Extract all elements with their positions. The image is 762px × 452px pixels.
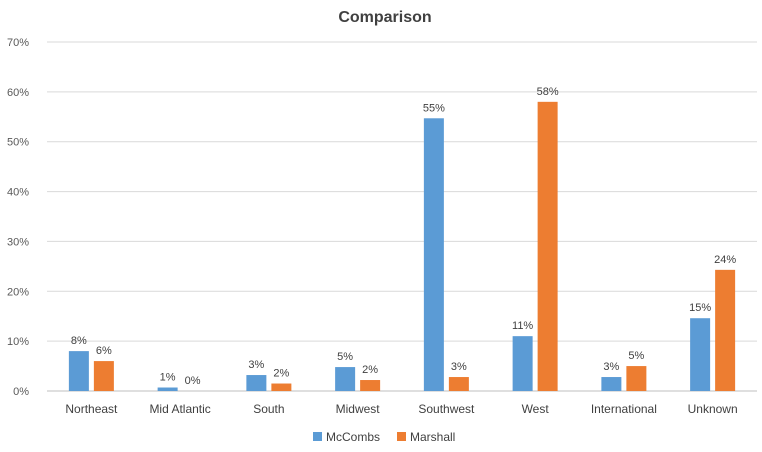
data-label: 2% (273, 368, 289, 380)
y-tick-label: 40% (7, 187, 29, 199)
bar-marshall (715, 269, 736, 391)
data-label: 3% (248, 359, 264, 371)
legend-label-marshall: Marshall (410, 430, 455, 444)
bar-marshall (93, 361, 114, 391)
data-labels: 8% 6% 1% 0% 3% 2% 5% 2% 55% 3% 11% 58% 3% 5% 15% 24% (71, 86, 736, 387)
x-category-label: West (522, 402, 550, 416)
y-tick-label: 70% (7, 37, 29, 49)
legend-swatch-mccombs (313, 432, 322, 441)
data-label: 2% (362, 364, 378, 376)
y-axis-ticks: 0% 10% 20% 30% 40% 50% 60% 70% (7, 37, 29, 398)
y-tick-label: 30% (7, 236, 29, 248)
bar-mccombs (690, 318, 711, 391)
bar-marshall (360, 380, 381, 391)
y-tick-label: 60% (7, 87, 29, 99)
data-label: 5% (337, 351, 353, 363)
data-label: 58% (537, 86, 559, 98)
y-tick-label: 50% (7, 137, 29, 149)
bars (68, 101, 736, 391)
x-category-label: Northeast (65, 402, 118, 416)
y-tick-label: 20% (7, 286, 29, 298)
y-tick-label: 10% (7, 336, 29, 348)
data-label: 6% (96, 345, 112, 357)
bar-mccombs (68, 351, 89, 391)
bar-mccombs (157, 387, 178, 391)
data-label: 8% (71, 335, 87, 347)
bar-mccombs (335, 367, 356, 391)
data-label: 5% (628, 350, 644, 362)
x-category-label: Mid Atlantic (149, 402, 210, 416)
data-label: 1% (160, 372, 176, 384)
chart-title: Comparison (338, 9, 431, 26)
data-label: 15% (689, 302, 711, 314)
gridlines (47, 41, 757, 392)
bar-mccombs (601, 377, 622, 391)
data-label: 55% (423, 102, 445, 114)
bar-mccombs (423, 118, 444, 391)
legend-label-mccombs: McCombs (326, 430, 380, 444)
data-label: 11% (512, 320, 533, 332)
x-category-label: Southwest (418, 402, 475, 416)
data-label: 24% (714, 254, 736, 266)
x-category-label: Unknown (688, 402, 738, 416)
bar-marshall (448, 377, 469, 391)
data-label: 0% (185, 375, 201, 387)
x-category-label: International (591, 402, 657, 416)
bar-marshall (537, 101, 558, 391)
data-label: 3% (451, 361, 467, 373)
legend-swatch-marshall (397, 432, 406, 441)
bar-mccombs (246, 375, 267, 391)
x-axis-categories: Northeast Mid Atlantic South Midwest Southwe… (65, 402, 737, 416)
x-category-label: South (253, 402, 284, 416)
y-tick-label: 0% (13, 386, 29, 398)
bar-marshall (271, 383, 292, 391)
bar-mccombs (512, 336, 533, 391)
bar-marshall (626, 366, 647, 391)
x-category-label: Midwest (336, 402, 381, 416)
legend: McCombs Marshall (313, 430, 455, 444)
data-label: 3% (603, 361, 619, 373)
